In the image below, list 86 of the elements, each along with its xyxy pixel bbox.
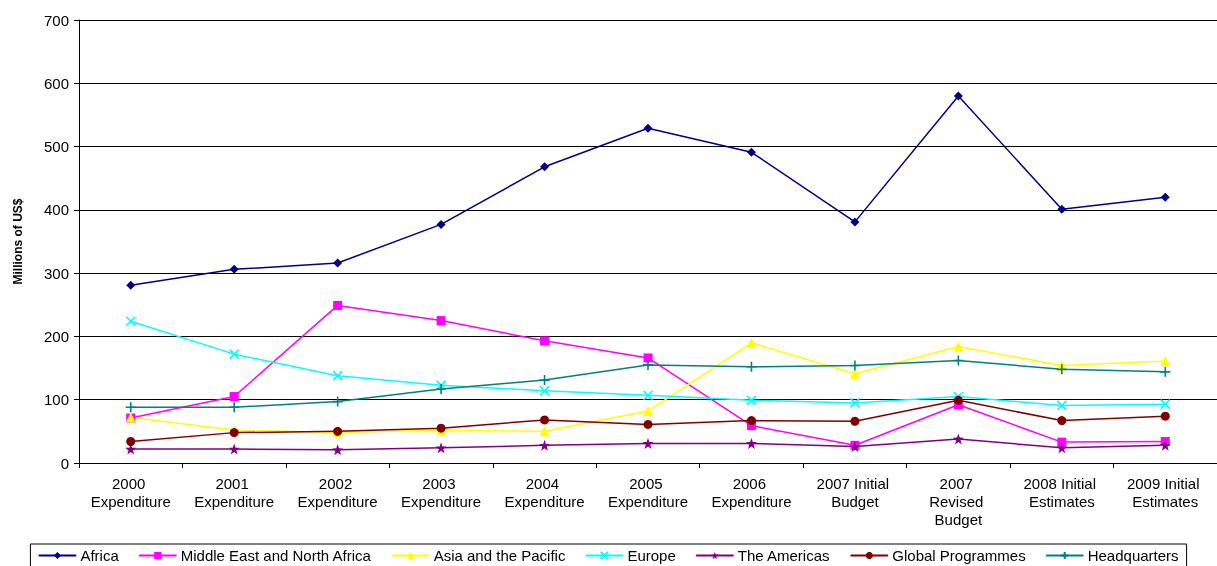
- point: [125, 315, 137, 327]
- point: [643, 353, 653, 363]
- point: [124, 401, 137, 414]
- point: [1160, 356, 1171, 367]
- point: [1056, 400, 1068, 411]
- point: [1159, 398, 1171, 410]
- point: [850, 416, 860, 426]
- point: [1057, 204, 1067, 214]
- point: [850, 217, 860, 227]
- point: [643, 419, 653, 429]
- y-tick-label: 500: [43, 138, 69, 156]
- point: [436, 316, 446, 326]
- y-tick-label: 100: [43, 391, 69, 409]
- point: [1159, 439, 1171, 451]
- y-tick-label: 300: [43, 264, 69, 282]
- x-tick-label: 2003 Expenditure: [401, 474, 482, 510]
- point: [435, 383, 447, 395]
- legend-label: Europe: [627, 547, 676, 564]
- point: [538, 374, 551, 386]
- point: [953, 341, 964, 352]
- y-tick-label: 200: [43, 327, 69, 345]
- point: [745, 437, 757, 449]
- point: [228, 443, 240, 455]
- point: [1057, 416, 1067, 426]
- point: [539, 385, 550, 397]
- point: [953, 91, 963, 101]
- point: [953, 395, 963, 405]
- point: [332, 444, 344, 456]
- point: [229, 264, 239, 274]
- point: [849, 368, 860, 379]
- point: [746, 416, 756, 426]
- point: [1056, 442, 1068, 454]
- point: [746, 395, 757, 406]
- x-tick-label: 2009 Initial Estimates: [1126, 474, 1204, 510]
- y-tick-label: 0: [60, 454, 69, 472]
- point: [745, 361, 758, 373]
- point: [1160, 192, 1170, 202]
- y-tick-label: 600: [43, 74, 69, 92]
- x-tick-label: 2007 Initial Budget: [816, 474, 894, 510]
- legend-label: Asia and the Pacific: [433, 547, 566, 564]
- x-tick-label: 2000 Expenditure: [90, 474, 171, 510]
- point: [333, 258, 343, 268]
- point: [331, 395, 344, 408]
- point: [436, 219, 446, 229]
- point: [126, 280, 136, 290]
- point: [746, 337, 757, 348]
- point: [1159, 366, 1172, 378]
- point: [435, 442, 447, 454]
- point: [540, 336, 550, 346]
- x-tick-label: 2004 Expenditure: [504, 474, 585, 510]
- point: [435, 379, 447, 391]
- point: [952, 433, 964, 445]
- legend-label: Headquarters: [1087, 547, 1179, 564]
- point: [539, 426, 550, 437]
- x-tick-label: 2005 Expenditure: [607, 474, 689, 510]
- legend-label: Middle East and North Africa: [180, 547, 372, 564]
- point: [642, 389, 654, 401]
- point: [1056, 363, 1068, 376]
- point: [540, 415, 550, 425]
- point: [333, 300, 343, 310]
- x-tick-label: 2002 Expenditure: [297, 474, 378, 510]
- point: [642, 437, 654, 449]
- legend-label: Global Programmes: [892, 547, 1026, 564]
- x-tick-label: 2001 Expenditure: [194, 474, 275, 510]
- y-axis-title: Millions of US$: [11, 198, 25, 285]
- point: [1160, 411, 1170, 421]
- point: [849, 397, 861, 409]
- point: [126, 436, 136, 446]
- x-tick-label: 2006 Expenditure: [711, 474, 792, 510]
- point: [332, 370, 343, 381]
- point: [228, 401, 240, 414]
- y-tick-label: 700: [43, 11, 69, 29]
- point: [540, 162, 550, 172]
- x-tick-label: 2007 Revised Budget: [929, 474, 988, 528]
- point: [643, 123, 653, 133]
- legend-label: Africa: [80, 547, 120, 564]
- point: [539, 439, 551, 451]
- legend-label: The Americas: [737, 547, 830, 564]
- point: [228, 348, 240, 360]
- x-tick-label: 2008 Initial Estimates: [1023, 474, 1101, 510]
- point: [746, 147, 756, 157]
- point: [849, 359, 861, 372]
- point: [952, 354, 965, 367]
- y-tick-label: 400: [43, 201, 69, 219]
- point: [229, 392, 239, 402]
- point: [643, 406, 653, 417]
